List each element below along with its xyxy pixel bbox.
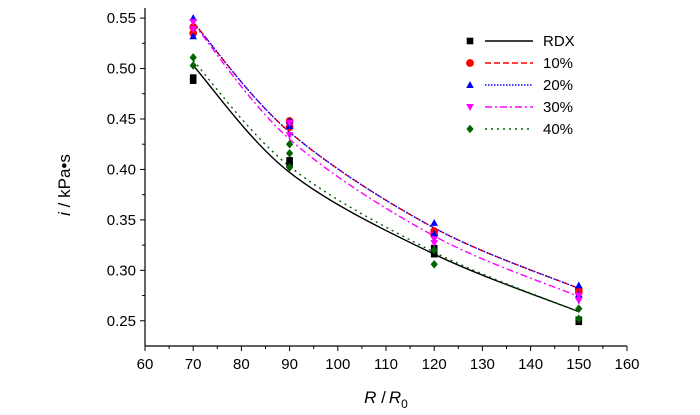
- data-point-40pct: [575, 304, 583, 313]
- data-point-40pct: [285, 148, 294, 158]
- data-point-40pct: [189, 53, 197, 62]
- data-point-30pct: [575, 297, 583, 305]
- data-point-30pct: [189, 26, 197, 34]
- legend-label: 10%: [543, 55, 573, 72]
- y-tick-label: 0.35: [107, 212, 136, 229]
- y-tick-label: 0.55: [107, 10, 136, 27]
- legend-marker: [466, 81, 474, 88]
- legend-label: 20%: [543, 77, 573, 94]
- y-tick-label: 0.45: [107, 111, 136, 128]
- legend-item: 10%: [466, 55, 573, 72]
- data-point-40pct: [189, 61, 197, 70]
- legend: RDX 10% 20% 30% 40%: [466, 33, 575, 138]
- ticks: 60 70 80 90 100 110 120 130 140 150 160 0.25 0.30 0.3…: [107, 10, 640, 373]
- plot-points: [189, 14, 583, 326]
- legend-marker: [466, 124, 474, 134]
- fit-line-10pct: [192, 21, 580, 290]
- legend-item: RDX: [466, 33, 575, 50]
- x-tick-label: 120: [422, 356, 447, 373]
- data-point-40pct: [285, 163, 294, 172]
- y-tick-label: 0.30: [107, 262, 136, 279]
- data-point-40pct: [430, 259, 438, 269]
- data-point-30pct: [430, 240, 438, 248]
- data-point-40pct: [285, 139, 294, 149]
- data-point-40pct: [430, 245, 438, 255]
- y-tick-label: 0.50: [107, 61, 136, 78]
- fit-line-rdx: [192, 65, 580, 313]
- data-point-30pct: [189, 19, 197, 27]
- legend-item: 20%: [466, 77, 573, 94]
- legend-label: 40%: [543, 121, 573, 138]
- x-tick-label: 80: [233, 356, 250, 373]
- x-tick-label: 140: [518, 356, 543, 373]
- legend-item: 40%: [466, 121, 573, 138]
- y-axis-title: i / kPa•s: [55, 154, 74, 216]
- y-tick-label: 0.25: [107, 313, 136, 330]
- plot-lines: [192, 21, 580, 313]
- legend-marker: [466, 59, 474, 67]
- x-tick-label: 110: [374, 356, 398, 373]
- x-tick-label: 130: [470, 356, 495, 373]
- legend-label: 30%: [543, 99, 573, 116]
- x-tick-label: 70: [185, 356, 202, 373]
- x-tick-label: 100: [325, 356, 350, 373]
- fit-line-40pct: [192, 59, 580, 313]
- x-tick-label: 90: [281, 356, 298, 373]
- data-point-20pct: [430, 218, 438, 226]
- data-point-20pct: [189, 32, 197, 40]
- data-point-rdx: [286, 157, 293, 164]
- x-tick-label: 150: [566, 356, 591, 373]
- x-axis-title: R / R0: [364, 388, 408, 411]
- legend-item: 30%: [466, 99, 573, 116]
- legend-marker: [466, 104, 474, 111]
- fit-line-20pct: [192, 21, 580, 290]
- data-point-30pct: [575, 292, 583, 300]
- data-point-30pct: [430, 236, 438, 244]
- data-point-rdx: [189, 74, 197, 81]
- data-point-30pct: [285, 132, 294, 140]
- data-point-30pct: [285, 120, 294, 127]
- fit-line-30pct: [192, 22, 580, 298]
- y-tick-label: 0.40: [107, 161, 136, 178]
- data-point-40pct: [575, 314, 583, 324]
- x-tick-label: 160: [614, 356, 639, 373]
- legend-label: RDX: [543, 33, 575, 50]
- data-point-20pct: [575, 281, 583, 289]
- legend-marker: [466, 37, 474, 45]
- data-point-20pct: [430, 230, 438, 237]
- x-tick-label: 60: [137, 356, 154, 373]
